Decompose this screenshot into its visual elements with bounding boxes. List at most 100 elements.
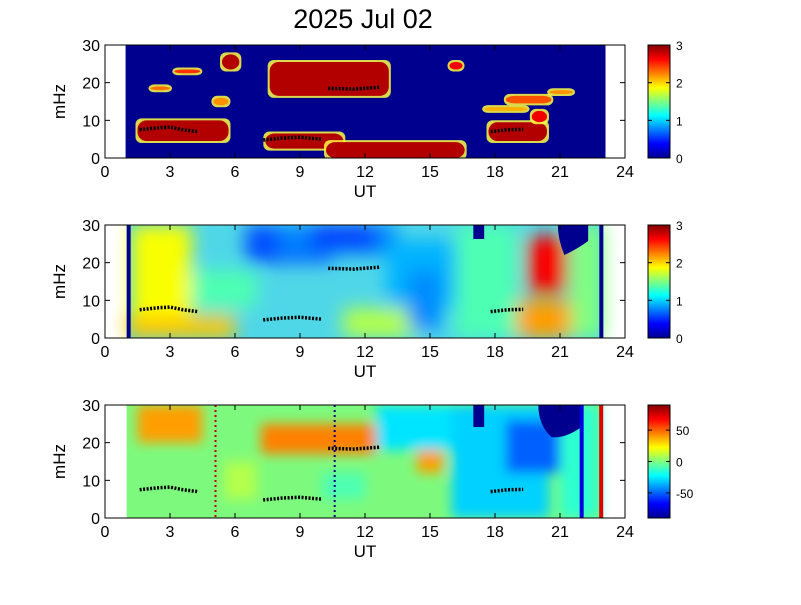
y-tick-label: 10 <box>82 473 100 490</box>
x-tick-label: 9 <box>296 524 305 541</box>
y-tick-label: 0 <box>91 151 100 168</box>
power-blob <box>449 61 463 70</box>
wave-frequency-track <box>139 305 199 314</box>
x-axis-label: UT <box>354 362 377 381</box>
colorbar: 0 1 2 3 <box>647 39 683 166</box>
wave-frequency-track <box>139 125 199 134</box>
x-tick-label: 12 <box>356 524 374 541</box>
x-tick-label: 0 <box>101 524 110 541</box>
colorbar-gradient <box>647 44 671 159</box>
colorbar-tick-label: 2 <box>676 257 683 271</box>
x-tick-label: 21 <box>551 344 569 361</box>
wave-frequency-track <box>262 135 322 142</box>
figure-title: 2025 Jul 02 <box>293 4 433 34</box>
power-blob <box>213 97 229 106</box>
phase-patch <box>224 461 257 500</box>
power-blob <box>488 122 547 142</box>
x-axis-label: UT <box>354 182 377 201</box>
plot-area <box>126 225 604 338</box>
x-tick-label: 6 <box>231 524 240 541</box>
power-patch <box>408 270 441 331</box>
x-tick-label: 15 <box>421 524 439 541</box>
power-blob <box>531 110 547 123</box>
x-tick-label: 0 <box>101 164 110 181</box>
power-patch <box>191 270 257 308</box>
panel-bottom: 0 3 6 9 12 15 18 21 24 0 10 20 30 UT mHz -50 0 50 <box>50 398 694 561</box>
data-edge-left <box>126 225 131 338</box>
colorbar-tick-label: 0 <box>676 456 683 470</box>
colorbar-tick-label: 1 <box>676 114 683 128</box>
power-patch <box>527 236 567 293</box>
power-blob <box>222 54 240 70</box>
power-patch <box>343 307 420 338</box>
phase-patch <box>261 423 376 454</box>
x-axis-label: UT <box>354 542 377 561</box>
wave-frequency-track <box>262 495 322 502</box>
spectrogram-field <box>137 405 599 518</box>
x-tick-label: 24 <box>616 524 634 541</box>
power-blob <box>174 69 201 74</box>
x-tick-label: 9 <box>296 164 305 181</box>
power-blob <box>549 90 573 94</box>
phase-patch <box>137 405 203 443</box>
y-tick-label: 30 <box>82 398 100 415</box>
y-tick-label: 20 <box>82 76 100 93</box>
y-tick-label: 0 <box>91 331 100 348</box>
y-tick-label: 30 <box>82 218 100 235</box>
power-patch <box>310 225 376 248</box>
x-tick-label: 18 <box>486 524 504 541</box>
x-tick-label: 24 <box>616 164 634 181</box>
y-tick-label: 20 <box>82 256 100 273</box>
x-tick-label: 0 <box>101 344 110 361</box>
x-tick-label: 6 <box>231 344 240 361</box>
colorbar-tick-label: 0 <box>676 152 683 166</box>
x-tick-label: 9 <box>296 344 305 361</box>
x-tick-label: 3 <box>166 164 175 181</box>
x-tick-label: 3 <box>166 524 175 541</box>
power-blob <box>505 95 552 104</box>
y-tick-label: 30 <box>82 38 100 55</box>
colorbar: -50 0 50 <box>647 404 694 519</box>
colorbar-gradient <box>647 224 671 339</box>
y-tick-label: 10 <box>82 113 100 130</box>
data-gap <box>473 225 485 239</box>
x-tick-label: 6 <box>231 164 240 181</box>
x-tick-label: 12 <box>356 164 374 181</box>
x-tick-label: 15 <box>421 344 439 361</box>
x-tick-label: 21 <box>551 164 569 181</box>
y-tick-label: 10 <box>82 293 100 310</box>
colorbar: 0 1 2 3 <box>647 219 683 346</box>
plot-area <box>125 45 606 158</box>
colorbar-tick-label: 1 <box>676 294 683 308</box>
data-gap <box>557 225 589 255</box>
wave-frequency-track <box>328 445 381 451</box>
data-gap <box>473 405 485 427</box>
y-tick-label: 20 <box>82 436 100 453</box>
power-patch <box>126 315 235 338</box>
y-axis-label: mHz <box>50 84 69 119</box>
power-blob <box>326 142 465 158</box>
colorbar-tick-label: 3 <box>676 219 683 233</box>
colorbar-tick-label: -50 <box>676 487 694 501</box>
plot-area <box>126 405 604 518</box>
colorbar-tick-label: 0 <box>676 332 683 346</box>
x-tick-label: 12 <box>356 344 374 361</box>
power-patch <box>456 225 517 338</box>
power-blob <box>150 86 170 91</box>
y-axis-label: mHz <box>50 444 69 479</box>
spectrogram-field <box>126 225 604 338</box>
colorbar-tick-label: 2 <box>676 77 683 91</box>
wave-frequency-track <box>139 485 199 494</box>
x-tick-label: 3 <box>166 344 175 361</box>
x-tick-label: 18 <box>486 344 504 361</box>
x-tick-label: 18 <box>486 164 504 181</box>
x-tick-label: 15 <box>421 164 439 181</box>
wave-frequency-track <box>328 265 381 271</box>
y-axis-label: mHz <box>50 264 69 299</box>
y-tick-label: 0 <box>91 511 100 528</box>
colorbar-tick-label: 3 <box>676 39 683 53</box>
